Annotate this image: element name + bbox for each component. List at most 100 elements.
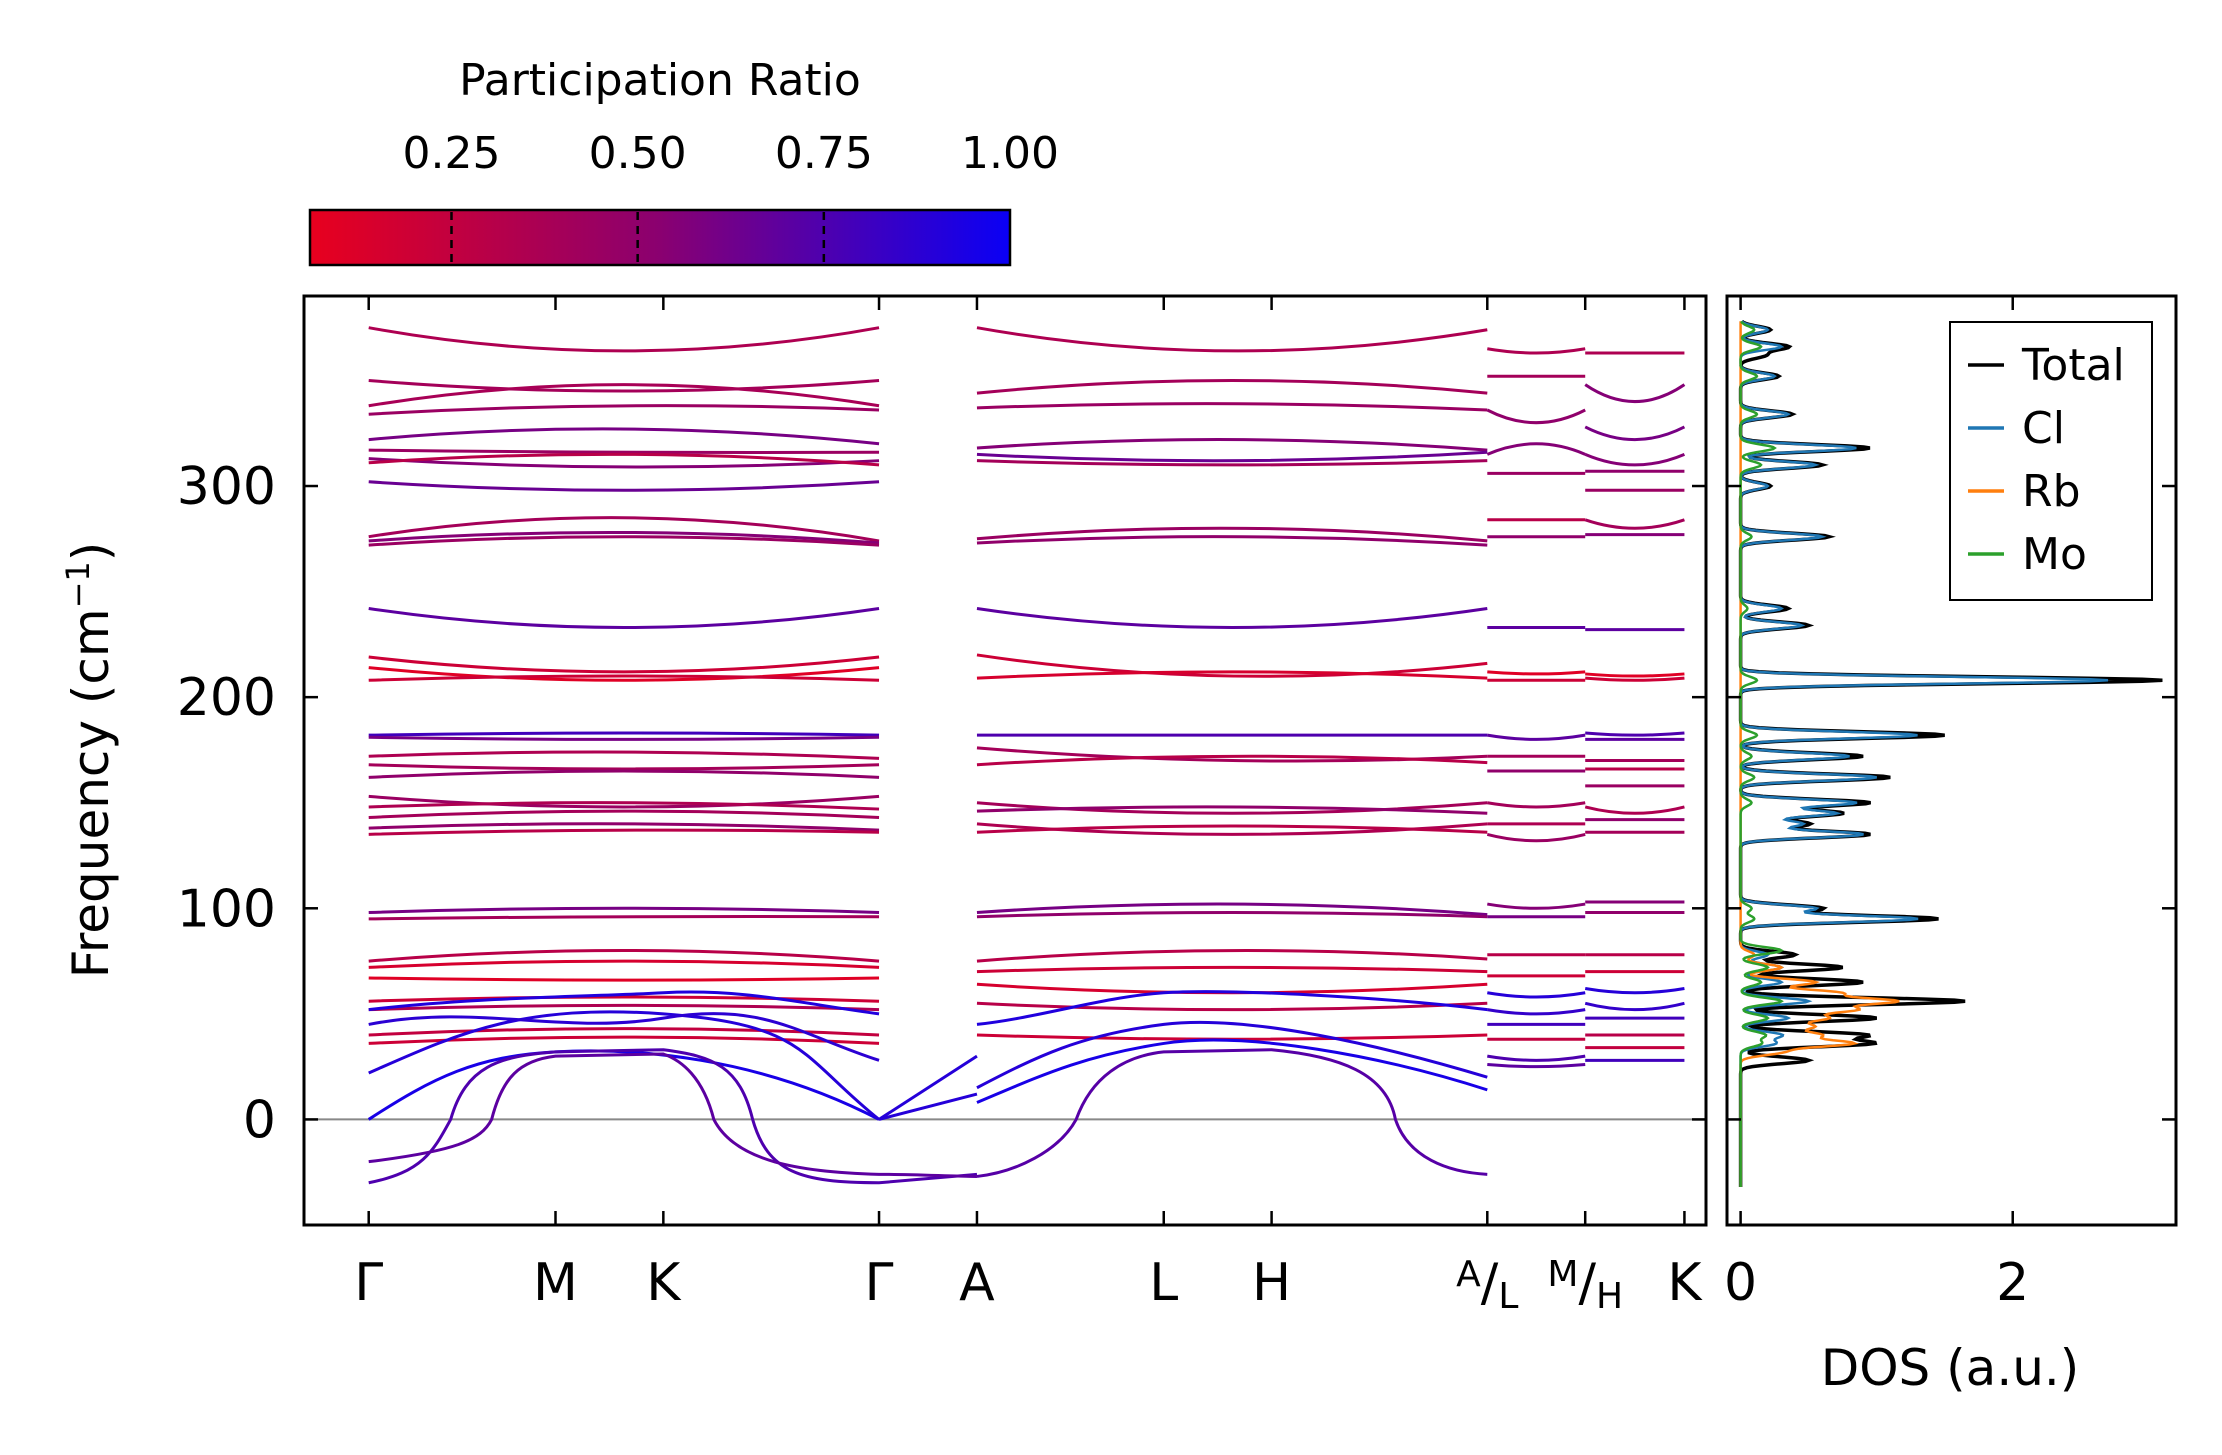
phonon-band — [1584, 425, 1686, 441]
phonon-band — [1486, 442, 1586, 456]
colorbar-tick-label: 1.00 — [961, 128, 1059, 179]
phonon-band — [368, 914, 880, 921]
y-tick-label: 100 — [177, 879, 276, 939]
phonon-band — [976, 326, 1488, 353]
colorbar-ticks — [450, 212, 826, 263]
k-point-label: Γ — [865, 1253, 894, 1313]
acoustic-band — [976, 1048, 1488, 1178]
legend: Total Cl Rb Mo — [1949, 321, 2153, 601]
phonon-band — [976, 653, 1488, 678]
phonon-band — [368, 674, 880, 682]
k-point-label: M — [533, 1253, 578, 1313]
phonon-band — [1487, 902, 1586, 910]
phonon-band — [976, 902, 1488, 917]
phonon-band — [976, 450, 1488, 463]
phonon-band — [976, 535, 1488, 547]
colorbar-title: Participation Ratio — [459, 55, 861, 106]
phonon-band — [976, 606, 1488, 629]
legend-label: Cl — [2022, 403, 2065, 454]
phonon-band — [1584, 805, 1685, 815]
phonon-band — [368, 801, 880, 811]
band-axis-ticks: 0 100 200 300 Γ M K Γ A L H A/L M/H K — [177, 296, 1706, 1317]
phonon-band — [368, 794, 880, 809]
phonon-band — [368, 535, 880, 547]
phonon-band — [1487, 801, 1586, 809]
k-point-label: Γ — [354, 1253, 383, 1313]
phonon-band — [1585, 676, 1685, 682]
phonon-band — [1487, 991, 1586, 999]
acoustic-band — [976, 1038, 1488, 1104]
phonon-band — [368, 404, 880, 416]
legend-items: Total Cl Rb Mo — [1968, 340, 2125, 580]
y-tick-label: 0 — [243, 1090, 276, 1150]
band-axes-frame — [302, 294, 1708, 1227]
y-axis-label: Frequency (cm−1) — [59, 542, 120, 979]
phonon-band — [1585, 672, 1685, 678]
acoustic-band — [878, 1054, 978, 1121]
k-point-label: L — [1149, 1253, 1178, 1313]
phonon-band — [368, 949, 880, 963]
phonon-band — [368, 383, 880, 408]
y-tick-label: 300 — [177, 457, 276, 517]
phonon-band — [1487, 733, 1586, 741]
dos-curve-cl — [1739, 320, 2109, 1187]
phonon-band — [368, 480, 880, 492]
dos-x-tick-label: 0 — [1724, 1253, 1757, 1313]
colorbar-tick-label: 0.75 — [775, 128, 873, 179]
phonon-band — [368, 448, 880, 455]
phonon-band — [1584, 987, 1685, 995]
acoustic-band — [976, 990, 1488, 1026]
phonon-band — [1585, 731, 1685, 737]
phonon-band — [1487, 1063, 1586, 1069]
phonon-band — [976, 670, 1488, 680]
phonon-band — [976, 754, 1488, 767]
phonon-band — [976, 824, 1488, 834]
phonon-band — [976, 1001, 1488, 1012]
phonon-band — [368, 457, 880, 469]
phonon-band — [1584, 452, 1686, 467]
acoustic-band — [878, 1092, 978, 1121]
phonon-band — [1487, 670, 1586, 676]
acoustic-band — [368, 1010, 880, 1121]
legend-label: Rb — [2022, 466, 2081, 517]
phonon-band — [368, 427, 880, 446]
phonon-band — [1486, 408, 1586, 425]
phonon-band — [368, 809, 880, 820]
phonon-band — [1584, 1001, 1685, 1012]
phonon-band — [368, 769, 880, 779]
phonon-band — [368, 1003, 880, 1012]
k-point-label: A/L — [1456, 1253, 1518, 1317]
phonon-band — [976, 1033, 1488, 1041]
phonon-band — [368, 976, 880, 982]
colorbar-tick-labels: 0.25 0.50 0.75 1.00 — [403, 128, 1059, 179]
phonon-band — [1584, 383, 1686, 403]
phonon-band — [368, 452, 880, 467]
acoustic-band — [976, 1020, 1488, 1090]
band-structure-panel: 0 100 200 300 Γ M K Γ A L H A/L M/H K Frequency (cm−1… — [59, 294, 1708, 1317]
phonon-band — [368, 1027, 880, 1037]
phonon-band — [976, 965, 1488, 974]
k-point-label: A — [959, 1253, 995, 1313]
phonon-band — [368, 326, 880, 353]
phonon-band — [368, 1035, 880, 1045]
phonon-band — [368, 666, 880, 682]
phonon-band — [976, 438, 1488, 452]
dos-axes-frame — [1725, 294, 2178, 1227]
phonon-band — [368, 763, 880, 771]
phonon-band — [1584, 518, 1685, 530]
colorbar: Participation Ratio 0.25 0.50 0.75 1.00 — [308, 55, 1059, 267]
acoustic-band — [367, 1049, 880, 1121]
phonon-band — [368, 822, 880, 832]
phonon-band — [976, 948, 1488, 963]
acoustic-band — [368, 1012, 880, 1062]
colorbar-tick-label: 0.25 — [403, 128, 501, 179]
k-point-label: H — [1252, 1253, 1291, 1313]
phonon-band — [976, 805, 1488, 815]
phonon-band — [368, 530, 880, 545]
phonon-band — [368, 995, 880, 1003]
k-point-label: K — [646, 1253, 682, 1313]
acoustic-band — [368, 1052, 977, 1178]
phonon-band — [368, 750, 880, 760]
dos-curves — [1738, 319, 2163, 1187]
